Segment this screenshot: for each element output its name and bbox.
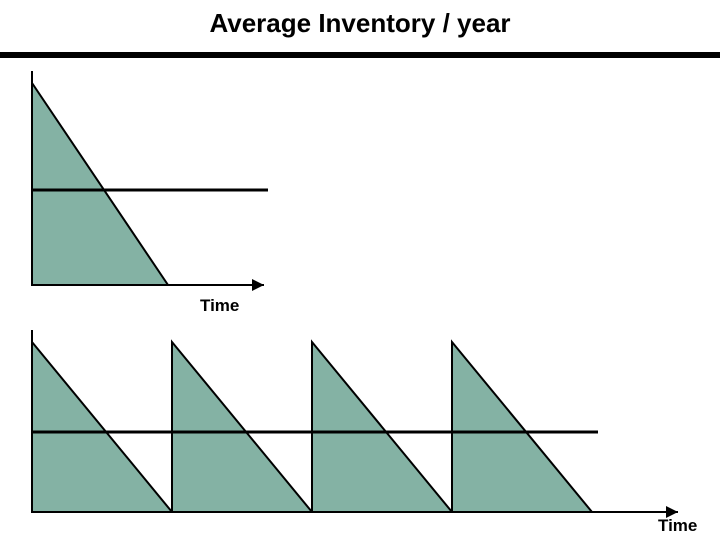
sawtooth-triangle [172,342,312,512]
sawtooth-triangle [32,83,168,285]
chart-top [18,65,318,295]
page-title: Average Inventory / year [0,0,720,47]
time-label-top: Time [200,296,239,316]
sawtooth-triangle [452,342,592,512]
time-label-bottom: Time [658,516,697,536]
sawtooth-triangle [32,342,172,512]
arrowhead-icon [252,279,264,291]
sawtooth-triangle [312,342,452,512]
chart-bottom [18,324,700,534]
title-rule [0,52,720,58]
